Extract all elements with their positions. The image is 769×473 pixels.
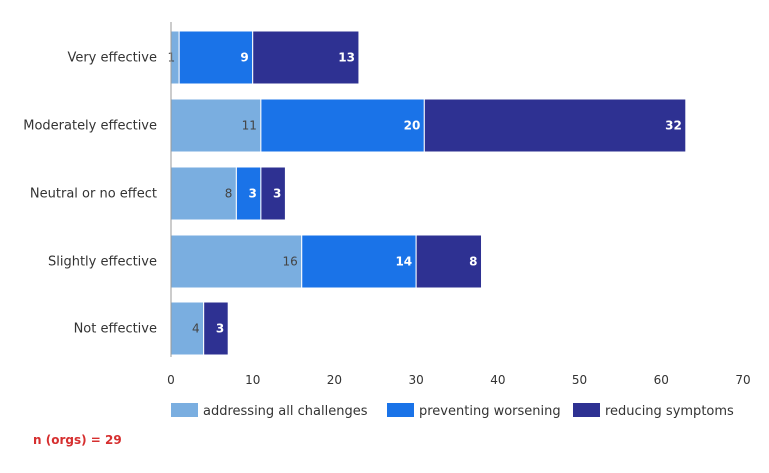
legend-label-reducing-symptoms: reducing symptoms [605,404,734,419]
bar-preventing-worsening-neutral-or-no-effect [235,166,262,221]
bar-reducing-symptoms-moderately-effective [423,98,687,153]
data-label-reducing-symptoms-neutral-or-no-effect: 3 [273,187,281,201]
data-label-addressing-all-challenges-not-effective: 4 [192,322,200,336]
data-label-reducing-symptoms-slightly-effective: 8 [469,255,477,269]
x-tick-label-70: 70 [735,373,750,387]
sample-size-note: n (orgs) = 29 [33,433,122,447]
bars-group [170,30,687,356]
legend-label-preventing-worsening: preventing worsening [419,404,561,419]
category-label-neutral-or-no-effect: Neutral or no effect [30,187,157,202]
legend-swatch-preventing-worsening [387,403,414,417]
bar-reducing-symptoms-neutral-or-no-effect [260,166,286,221]
bar-addressing-all-challenges-not-effective [170,301,205,356]
bar-reducing-symptoms-not-effective [203,301,229,356]
data-label-addressing-all-challenges-moderately-effective: 11 [242,119,257,133]
data-label-reducing-symptoms-moderately-effective: 32 [665,119,682,133]
data-label-addressing-all-challenges-neutral-or-no-effect: 8 [225,187,233,201]
legend-label-addressing-all-challenges: addressing all challenges [203,404,368,419]
data-label-preventing-worsening-very-effective: 9 [240,51,248,65]
x-tick-label-40: 40 [490,373,505,387]
bar-reducing-symptoms-slightly-effective [415,234,483,289]
bar-preventing-worsening-moderately-effective [260,98,425,153]
data-label-reducing-symptoms-very-effective: 13 [338,51,355,65]
category-label-moderately-effective: Moderately effective [23,119,157,134]
category-label-very-effective: Very effective [67,51,157,66]
x-axis: 0 10 20 30 40 50 60 70 [167,22,751,387]
category-label-not-effective: Not effective [74,322,157,337]
x-tick-label-30: 30 [409,373,424,387]
x-tick-label-60: 60 [654,373,669,387]
data-label-addressing-all-challenges-slightly-effective: 16 [282,255,297,269]
bar-addressing-all-challenges-neutral-or-no-effect [170,166,237,221]
category-labels-group: Very effective Moderately effective Neutra… [23,51,157,337]
data-label-preventing-worsening-neutral-or-no-effect: 3 [249,187,257,201]
data-label-reducing-symptoms-not-effective: 3 [216,322,224,336]
data-label-preventing-worsening-slightly-effective: 14 [395,255,412,269]
x-tick-label-50: 50 [572,373,587,387]
legend: addressing all challenges preventing wors… [171,403,734,419]
legend-swatch-reducing-symptoms [573,403,600,417]
bar-preventing-worsening-slightly-effective [301,234,417,289]
bar-addressing-all-challenges-slightly-effective [170,234,303,289]
x-tick-label-0: 0 [167,373,175,387]
x-tick-label-20: 20 [327,373,342,387]
x-tick-label-10: 10 [245,373,260,387]
bar-reducing-symptoms-very-effective [252,30,360,85]
data-label-preventing-worsening-moderately-effective: 20 [404,119,421,133]
category-label-slightly-effective: Slightly effective [48,255,157,270]
legend-swatch-addressing-all-challenges [171,403,198,417]
